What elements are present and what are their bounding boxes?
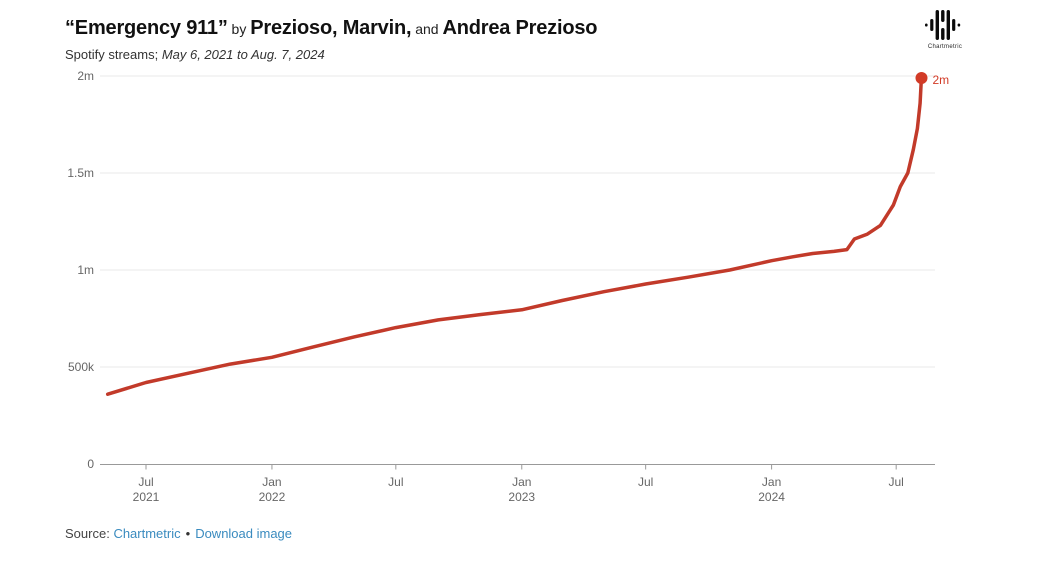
x-axis-tick-label-year: 2024 (758, 490, 785, 504)
title-connector-by: by (227, 21, 251, 37)
x-axis-tick-label-month: Jan (262, 475, 281, 489)
y-axis-tick-label: 1m (77, 263, 94, 277)
source-label: Source: (65, 526, 110, 541)
y-axis-tick-label: 500k (68, 360, 95, 374)
source-line: Source: Chartmetric • Download image (65, 526, 292, 541)
subtitle-date-range: May 6, 2021 to Aug. 7, 2024 (161, 47, 325, 62)
y-axis-tick-label: 2m (77, 69, 94, 83)
chartmetric-waveform-icon (925, 10, 961, 40)
source-link[interactable]: Chartmetric (113, 526, 181, 541)
footer-separator: • (185, 526, 191, 541)
download-image-link[interactable]: Download image (195, 526, 293, 541)
x-axis-tick-label-year: 2021 (133, 490, 160, 504)
x-axis-tick-label-month: Jul (888, 475, 903, 489)
chart-subtitle: Spotify streams; May 6, 2021 to Aug. 7, … (65, 47, 597, 62)
y-axis-tick-label: 0 (87, 457, 94, 471)
song-title: “Emergency 911” (65, 17, 228, 39)
series-end-value-label: 2m (932, 73, 949, 87)
chart-header: “Emergency 911” by Prezioso, Marvin, and… (65, 10, 597, 62)
x-axis-tick-label-month: Jul (388, 475, 403, 489)
x-axis-tick-label-year: 2022 (259, 490, 286, 504)
y-axis-tick-label: 1.5m (67, 166, 94, 180)
x-axis-tick-label-month: Jan (762, 475, 781, 489)
x-axis-tick-label-year: 2023 (508, 490, 535, 504)
chartmetric-logo: Chartmetric (923, 8, 967, 50)
artist-name-secondary: Andrea Prezioso (442, 17, 598, 39)
streams-series-line (105, 74, 924, 396)
page-title: “Emergency 911” by Prezioso, Marvin, and… (65, 10, 597, 42)
chartmetric-logo-wordmark: Chartmetric (927, 44, 963, 50)
subtitle-metric: Spotify streams; (65, 47, 162, 62)
x-axis-tick-label-month: Jul (638, 475, 653, 489)
title-connector-and: and (411, 21, 443, 37)
series: 2m (105, 72, 949, 396)
artist-names: Prezioso, Marvin, (250, 17, 412, 39)
series-end-dot (915, 72, 928, 84)
gridlines (100, 75, 935, 368)
x-axis-tick-label-month: Jan (512, 475, 531, 489)
x-axis-tick-label-month: Jul (138, 475, 153, 489)
